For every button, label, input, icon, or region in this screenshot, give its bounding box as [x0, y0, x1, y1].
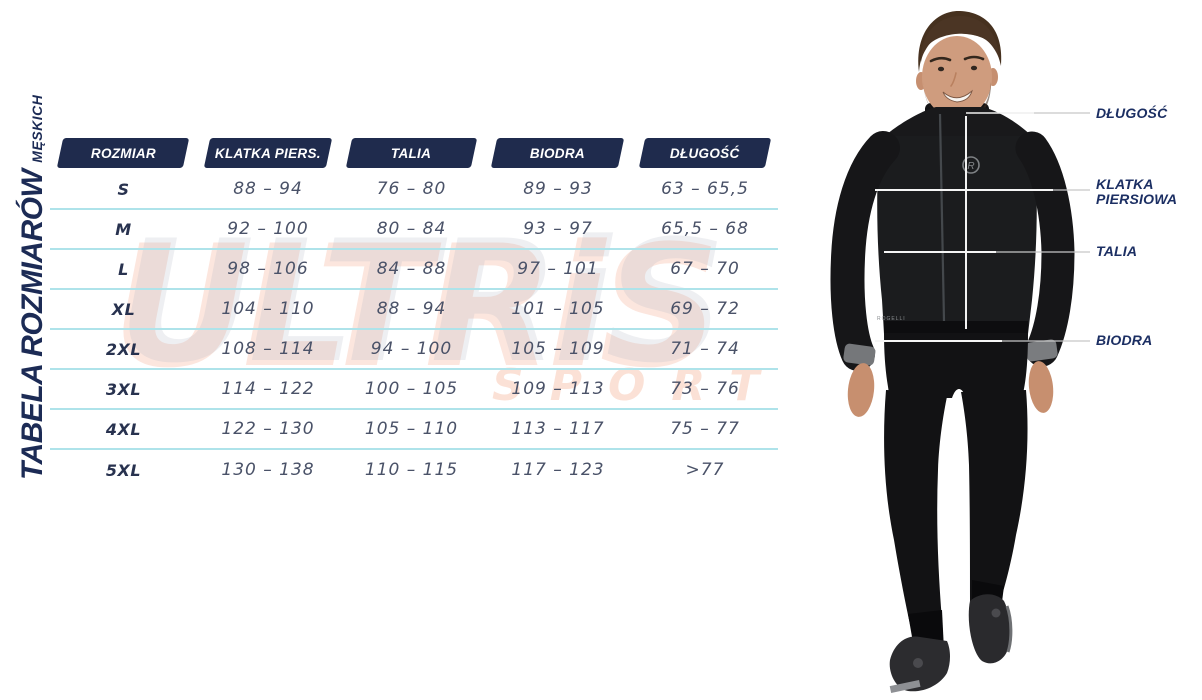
length-cell: 73 – 76: [670, 379, 740, 399]
length-cell: 65,5 – 68: [661, 219, 749, 239]
hem-brand-text: ROGELLI: [877, 316, 906, 322]
hips-cell: 89 – 93: [523, 179, 593, 199]
page-title-main: TABELA ROZMIARÓW: [16, 169, 49, 480]
eye-right: [970, 65, 978, 71]
table-row: 3XL 114 – 122 100 – 105 109 – 113 73 – 76: [50, 370, 778, 410]
column-header-biodra: BIODRA: [491, 138, 625, 168]
table-rows: S 88 – 94 76 – 80 89 – 93 63 – 65,5 M 92 – 100…: [50, 170, 778, 490]
hair-front: [920, 16, 999, 62]
chest-cell: 114 – 122: [221, 379, 315, 399]
table-row: M 92 – 100 80 – 84 93 – 97 65,5 – 68: [50, 210, 778, 250]
jersey-hem: [884, 321, 1028, 335]
watermark-sport: SPORT: [492, 360, 786, 411]
leg-right: [961, 390, 1028, 608]
table-row: 2XL 108 – 114 94 – 100 105 – 109 71 – 74: [50, 330, 778, 370]
cuff-right: [1025, 339, 1058, 362]
size-cell: S: [117, 179, 130, 199]
column-header-talia: TALIA: [345, 138, 478, 168]
watermark-brand: ULTRiS: [118, 204, 726, 400]
waist-cell: 105 – 110: [364, 419, 459, 439]
jersey-logo-circle: [962, 156, 980, 174]
column-header-rozmiar: ROZMIAR: [57, 138, 190, 168]
table-header: ROZMIAR KLATKA PIERS. TALIA BIODRA DŁUGO…: [50, 138, 778, 168]
length-cell: 67 – 70: [670, 259, 740, 279]
table-row: 4XL 122 – 130 105 – 110 113 – 117 75 – 77: [50, 410, 778, 450]
chest-cell: 88 – 94: [233, 179, 303, 199]
table-row: L 98 – 106 84 – 88 97 – 101 67 – 70: [50, 250, 778, 290]
nose: [950, 72, 957, 87]
size-cell: 3XL: [105, 379, 142, 399]
waist-cell: 110 – 115: [364, 460, 459, 480]
chest-cell: 104 – 110: [221, 299, 315, 319]
hips-cell: 93 – 97: [523, 219, 593, 239]
column-header-klatka: KLATKA PIERS.: [203, 138, 333, 168]
table-row: S 88 – 94 76 – 80 89 – 93 63 – 65,5: [50, 170, 778, 210]
size-cell: 4XL: [105, 419, 142, 439]
size-table: ROZMIAR KLATKA PIERS. TALIA BIODRA DŁUGO…: [50, 138, 778, 490]
eye-left: [937, 66, 945, 72]
size-cell: M: [115, 219, 132, 239]
shoe-left-dial: [913, 658, 923, 668]
page-title: TABELA ROZMIARÓW MĘSKICH: [16, 95, 50, 480]
waist-cell: 100 – 105: [364, 379, 459, 399]
smile: [942, 89, 973, 103]
waist-cell: 84 – 88: [376, 259, 447, 279]
hips-cell: 101 – 105: [511, 299, 605, 319]
zipper: [938, 113, 946, 322]
shoe-right: [968, 594, 1011, 664]
chest-cell: 98 – 106: [227, 259, 309, 279]
hand-right: [1028, 361, 1054, 413]
chest-cell: 130 – 138: [221, 460, 315, 480]
size-cell: 5XL: [105, 460, 142, 480]
length-cell: 75 – 77: [670, 419, 740, 439]
model-photo: ROGELLI R: [830, 10, 1090, 694]
hips-cell: 113 – 117: [511, 419, 605, 439]
hips-cell: 97 – 101: [517, 259, 599, 279]
eyebrow-left: [929, 56, 952, 63]
hips-cell: 109 – 113: [511, 379, 605, 399]
measure-label-hips: BIODRA: [1096, 332, 1153, 348]
jersey-sleeve-left: [830, 131, 900, 371]
waist-cell: 88 – 94: [376, 299, 447, 319]
waist-cell: 94 – 100: [370, 339, 453, 359]
jersey-torso: [877, 136, 1037, 334]
eyebrow-right: [963, 55, 985, 61]
table-row: XL 104 – 110 88 – 94 101 – 105 69 – 72: [50, 290, 778, 330]
shoe-right-dial: [991, 608, 1001, 618]
waist-cell: 76 – 80: [376, 179, 447, 199]
size-cell: L: [118, 259, 129, 279]
tights-pelvis: [884, 333, 1028, 398]
measure-label-chest-line1: KLATKA: [1096, 176, 1154, 192]
jersey-logo-letter: R: [967, 161, 974, 172]
length-cell: >77: [685, 460, 725, 480]
table-row: 5XL 130 – 138 110 – 115 117 – 123 >77: [50, 450, 778, 490]
hand-left: [847, 363, 875, 417]
shoe-left-sole: [889, 679, 921, 694]
length-cell: 63 – 65,5: [661, 179, 749, 199]
cuff-left: [843, 343, 876, 366]
chest-cell: 92 – 100: [227, 219, 309, 239]
size-cell: XL: [111, 299, 136, 319]
waist-cell: 80 – 84: [376, 219, 447, 239]
jersey-sleeve-right: [1015, 131, 1075, 367]
measure-label-length: DŁUGOŚĆ: [1096, 105, 1168, 121]
chest-cell: 108 – 114: [221, 339, 315, 359]
measure-label-waist: TALIA: [1096, 243, 1138, 259]
measure-label-chest: KLATKA PIERSIOWA: [1096, 177, 1177, 207]
hips-cell: 105 – 109: [511, 339, 605, 359]
page-title-sub: MĘSKICH: [29, 94, 45, 163]
column-header-dlugosc: DŁUGOŚĆ: [639, 138, 771, 168]
hips-cell: 117 – 123: [511, 460, 605, 480]
shoe-right-sole: [1005, 605, 1013, 653]
leg-left: [884, 390, 948, 624]
length-cell: 69 – 72: [670, 299, 740, 319]
measure-label-chest-line2: PIERSIOWA: [1096, 191, 1178, 207]
length-cell: 71 – 74: [670, 339, 740, 359]
face: [922, 36, 992, 118]
chest-cell: 122 – 130: [221, 419, 315, 439]
size-cell: 2XL: [105, 339, 142, 359]
